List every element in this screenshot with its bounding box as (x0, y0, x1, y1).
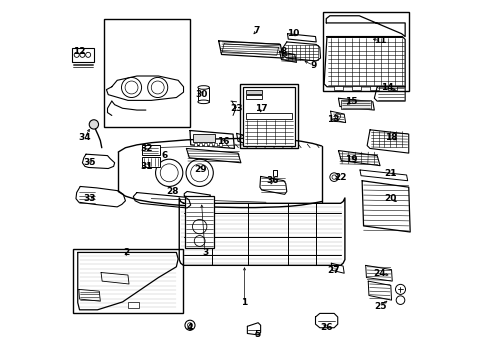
Text: 12: 12 (72, 47, 85, 56)
Text: 5: 5 (253, 330, 260, 339)
Text: 11: 11 (374, 36, 386, 45)
FancyBboxPatch shape (193, 134, 215, 141)
Text: 16: 16 (216, 137, 229, 146)
Bar (198, 87, 209, 102)
Text: 17: 17 (255, 104, 267, 113)
Bar (142, 157, 160, 167)
Bar (387, 86, 396, 90)
Bar (243, 87, 294, 145)
Text: 31: 31 (141, 162, 153, 171)
Text: 36: 36 (265, 176, 278, 185)
Text: 2: 2 (123, 248, 129, 257)
Text: 9: 9 (309, 61, 316, 70)
Bar (203, 143, 207, 146)
Text: 4: 4 (186, 323, 193, 332)
Bar (142, 145, 159, 155)
Bar (245, 113, 291, 119)
Text: 23: 23 (230, 104, 243, 113)
Text: 24: 24 (373, 269, 386, 278)
Bar (333, 86, 343, 90)
Bar (245, 90, 262, 94)
Bar (322, 12, 408, 91)
Text: 27: 27 (326, 266, 339, 275)
Text: 32: 32 (141, 144, 153, 153)
Text: 28: 28 (165, 187, 178, 196)
Bar (198, 143, 202, 146)
Bar (128, 302, 139, 308)
Bar (245, 95, 262, 99)
Text: 1: 1 (241, 298, 247, 307)
Text: 13: 13 (326, 115, 339, 124)
Text: 10: 10 (286, 29, 299, 38)
Ellipse shape (198, 86, 209, 89)
Bar (213, 143, 217, 146)
Circle shape (89, 120, 99, 129)
Text: 26: 26 (319, 323, 332, 332)
Ellipse shape (198, 100, 209, 104)
Bar (369, 86, 378, 90)
Bar (240, 84, 297, 148)
FancyBboxPatch shape (340, 100, 370, 109)
Text: 29: 29 (194, 166, 206, 175)
Text: 20: 20 (384, 194, 396, 203)
Bar (218, 143, 222, 146)
Text: 22: 22 (334, 173, 346, 182)
Bar (351, 86, 360, 90)
Text: 33: 33 (83, 194, 96, 203)
Text: 3: 3 (202, 248, 208, 257)
Text: 7: 7 (253, 26, 260, 35)
Text: 25: 25 (373, 302, 386, 311)
Bar (184, 196, 214, 248)
Text: 18: 18 (385, 133, 397, 142)
Text: 14: 14 (380, 83, 393, 92)
Text: 19: 19 (345, 155, 357, 164)
Bar (72, 48, 94, 62)
Bar (73, 249, 183, 314)
Text: 8: 8 (280, 47, 286, 56)
Bar (208, 143, 212, 146)
Text: 6: 6 (162, 151, 168, 160)
Text: 35: 35 (83, 158, 96, 167)
Text: 30: 30 (195, 90, 207, 99)
Text: 34: 34 (79, 133, 91, 142)
Text: 21: 21 (384, 169, 396, 178)
Bar (104, 19, 190, 127)
Bar (193, 143, 197, 146)
Text: 15: 15 (345, 97, 357, 106)
